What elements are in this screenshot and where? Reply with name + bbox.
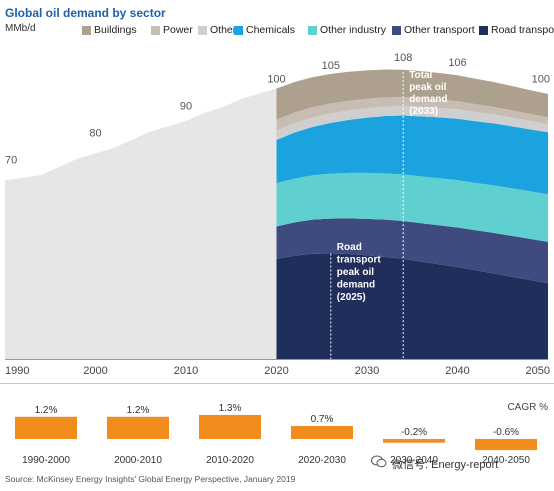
legend-label: Power — [163, 24, 193, 36]
cagr-value-label: 1.2% — [127, 405, 150, 416]
legend-label: Other industry — [320, 24, 386, 36]
legend-swatch — [392, 25, 401, 35]
x-tick-label: 2020 — [264, 365, 288, 377]
cagr-category-label: 2010-2020 — [206, 455, 254, 466]
legend-item: Other transport — [392, 24, 475, 36]
cagr-value-label: -0.2% — [401, 427, 427, 438]
cagr-bar — [107, 416, 169, 439]
historical-demand-area — [5, 88, 277, 359]
cagr-title: CAGR % — [507, 402, 548, 413]
legend-swatch — [479, 25, 488, 35]
x-tick-label: 1990 — [5, 365, 29, 377]
legend-swatch — [151, 25, 160, 35]
area-other-transport — [276, 218, 548, 284]
x-tick-label: 2010 — [174, 365, 198, 377]
cagr-category-label: 2030-2040 — [390, 455, 438, 466]
x-tick-label: 2050 — [526, 365, 550, 377]
legend-item: Other industry — [308, 24, 386, 36]
cagr-category-label: 2000-2010 — [114, 455, 162, 466]
cagr-bar — [15, 416, 77, 439]
legend-swatch — [234, 25, 243, 35]
annotation-road-peak: peak oil — [337, 267, 374, 278]
legend-label: Road transport — [491, 24, 554, 36]
total-value-label: 108 — [394, 52, 412, 64]
legend-label: Other transport — [404, 24, 475, 36]
cagr-value-label: 0.7% — [311, 414, 334, 425]
area-chemicals — [276, 115, 548, 195]
legend: Buildings Power Other Chemicals Other indust… — [82, 24, 554, 38]
cagr-category-label: 2040-2050 — [482, 455, 530, 466]
watermark: 微信号: Energy-report — [392, 459, 499, 471]
annotation-total-peak: peak oil — [409, 82, 446, 93]
total-value-label: 100 — [532, 73, 550, 85]
oil-demand-area-chart: 1990 2000 2010 2020 2030 2040 2050 70 80 90 100 105… — [5, 52, 550, 377]
area-other-industry — [276, 172, 548, 242]
x-tick-label: 2030 — [355, 365, 379, 377]
cagr-category-label: 1990-2000 — [22, 455, 70, 466]
annotation-road-peak: (2025) — [337, 292, 366, 303]
wechat-icon — [371, 455, 387, 468]
legend-item: Road transport — [479, 24, 554, 36]
cagr-bar — [383, 439, 445, 443]
cagr-value-label: 1.3% — [219, 403, 242, 414]
annotation-total-peak: (2033) — [409, 106, 438, 117]
annotation-road-peak: transport — [337, 255, 382, 266]
legend-item: Chemicals — [234, 24, 295, 36]
chart-title: Global oil demand by sector — [5, 6, 166, 20]
cagr-value-label: -0.6% — [493, 427, 519, 438]
x-tick-label: 2000 — [83, 365, 107, 377]
legend-swatch — [308, 25, 317, 35]
cagr-category-label: 2020-2030 — [298, 455, 346, 466]
source-note: Source: McKinsey Energy Insights' Global… — [5, 474, 296, 484]
area-power — [276, 97, 548, 131]
divider — [0, 383, 554, 384]
annotation-total-peak: demand — [409, 94, 447, 105]
legend-label: Chemicals — [246, 24, 296, 36]
area-road-transport — [276, 253, 548, 359]
total-value-label: 80 — [89, 128, 101, 140]
annotation-road-peak: demand — [337, 280, 375, 291]
total-value-label: 106 — [448, 57, 466, 69]
legend-label: Other — [210, 24, 237, 36]
area-other — [276, 106, 548, 140]
annotation-road-peak: Road — [337, 242, 362, 253]
total-value-label: 70 — [5, 155, 17, 167]
cagr-bar — [199, 414, 261, 439]
total-value-label: 100 — [267, 73, 285, 85]
area-buildings — [276, 69, 548, 120]
legend-label: Buildings — [94, 24, 137, 36]
x-tick-label: 2040 — [445, 365, 469, 377]
legend-swatch — [82, 25, 91, 35]
legend-item: Other — [198, 24, 236, 36]
legend-item: Buildings — [82, 24, 137, 36]
unit-label: MMb/d — [5, 23, 36, 34]
total-value-label: 105 — [322, 60, 340, 72]
cagr-bar-chart: CAGR % 1.2% 1990-2000 1.2% 2000-2010 1.3% 2010… — [15, 402, 548, 466]
legend-item: Power — [151, 24, 193, 36]
legend-swatch — [198, 25, 207, 35]
cagr-bar — [475, 439, 537, 451]
cagr-bar — [291, 426, 353, 439]
total-value-label: 90 — [180, 101, 192, 113]
annotation-total-peak: Total — [409, 70, 432, 81]
cagr-value-label: 1.2% — [35, 405, 58, 416]
